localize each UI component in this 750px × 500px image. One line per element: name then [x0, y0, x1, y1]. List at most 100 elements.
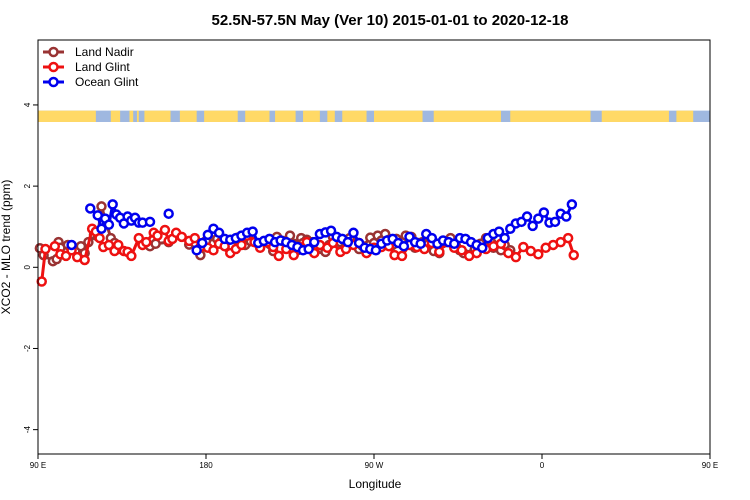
- data-point: [103, 219, 115, 230]
- data-point: [202, 229, 214, 241]
- data-point: [510, 251, 522, 263]
- data-point: [113, 239, 124, 251]
- data-point: [189, 232, 201, 244]
- data-point: [521, 211, 533, 222]
- legend-label: Land Nadir: [75, 45, 134, 59]
- data-point: [549, 216, 561, 228]
- data-point: [434, 246, 445, 258]
- band-land-segment: [342, 110, 367, 122]
- data-point: [493, 226, 505, 237]
- x-tick-label: 180: [199, 461, 213, 470]
- data-point: [398, 240, 410, 252]
- y-tick-label: -4: [23, 426, 32, 434]
- data-point: [555, 236, 566, 248]
- data-point: [562, 232, 574, 244]
- data-point: [533, 213, 544, 224]
- band-land-segment: [245, 110, 270, 122]
- data-point: [396, 250, 408, 262]
- data-point: [538, 207, 550, 218]
- band-land-segment: [601, 110, 669, 122]
- band-land-segment: [327, 110, 335, 122]
- data-point: [415, 238, 426, 250]
- data-point: [144, 216, 156, 228]
- data-point: [163, 208, 174, 219]
- band-land-segment: [275, 110, 296, 122]
- data-point: [533, 249, 544, 260]
- x-axis-label: Longitude: [349, 477, 402, 491]
- band-land-segment: [110, 110, 121, 122]
- x-tick-label: 90 E: [30, 461, 46, 470]
- legend-label: Ocean Glint: [75, 75, 139, 89]
- data-point: [247, 226, 258, 237]
- band-land-segment: [374, 110, 423, 122]
- legend-marker: [48, 46, 59, 58]
- data-point: [273, 250, 285, 262]
- legend-marker: [48, 76, 59, 88]
- data-point: [568, 249, 579, 261]
- band-land-segment: [676, 110, 694, 122]
- data-point: [236, 239, 247, 251]
- data-point: [85, 203, 96, 214]
- data-point: [176, 231, 187, 243]
- data-point: [197, 237, 208, 249]
- data-point: [96, 223, 107, 234]
- series-2: [66, 199, 578, 256]
- x-tick-label: 90 E: [702, 461, 718, 470]
- data-point: [213, 227, 225, 239]
- data-point: [561, 211, 572, 222]
- data-point: [325, 225, 337, 237]
- band-land-segment: [204, 110, 238, 122]
- data-point: [66, 239, 77, 251]
- data-point: [191, 244, 202, 256]
- y-tick-label: 0: [23, 265, 32, 270]
- x-tick-label: 0: [540, 461, 545, 470]
- data-point: [303, 243, 314, 255]
- data-point: [107, 199, 118, 210]
- data-point: [49, 240, 61, 252]
- y-tick-label: 2: [23, 183, 32, 188]
- band-land-segment: [144, 110, 171, 122]
- series-layer: [34, 199, 579, 287]
- data-point: [79, 254, 90, 266]
- legend-marker: [48, 61, 59, 73]
- data-point: [342, 236, 354, 248]
- data-point: [288, 249, 299, 261]
- y-tick-label: -2: [23, 344, 32, 352]
- data-point: [566, 199, 578, 210]
- band-land-segment: [510, 110, 591, 122]
- data-point: [208, 244, 219, 256]
- data-point: [152, 230, 163, 241]
- band-land-segment: [433, 110, 501, 122]
- chart-title: 52.5N-57.5N May (Ver 10) 2015-01-01 to 2…: [212, 12, 569, 29]
- data-point: [159, 224, 171, 236]
- data-point: [499, 232, 510, 244]
- band-land-segment: [303, 110, 320, 122]
- data-point: [503, 247, 514, 259]
- data-point: [309, 236, 320, 248]
- data-point: [456, 244, 467, 256]
- y-axis-label: XCO2 - MLO trend (ppm): [0, 180, 13, 315]
- band-land-segment: [136, 110, 139, 122]
- data-point: [527, 220, 538, 232]
- data-point: [150, 238, 161, 250]
- band-land-segment: [129, 110, 134, 122]
- data-point: [126, 250, 137, 262]
- y-tick-label: 4: [23, 102, 32, 107]
- legend-label: Land Glint: [75, 60, 130, 74]
- data-point: [96, 201, 107, 212]
- data-point: [40, 243, 51, 255]
- data-point: [348, 227, 359, 239]
- x-axis: 90 E 180 90 W 0 90 E: [30, 454, 718, 470]
- land-sea-band: [38, 110, 710, 122]
- band-land-segment: [179, 110, 197, 122]
- data-point: [518, 241, 529, 253]
- x-tick-label: 90 W: [365, 461, 384, 470]
- y-axis: -4 -2 0 2 4: [23, 102, 38, 433]
- data-point: [370, 244, 382, 256]
- data-point: [94, 232, 105, 244]
- band-land-segment: [38, 110, 96, 122]
- data-point: [141, 236, 152, 248]
- data-point: [103, 239, 115, 251]
